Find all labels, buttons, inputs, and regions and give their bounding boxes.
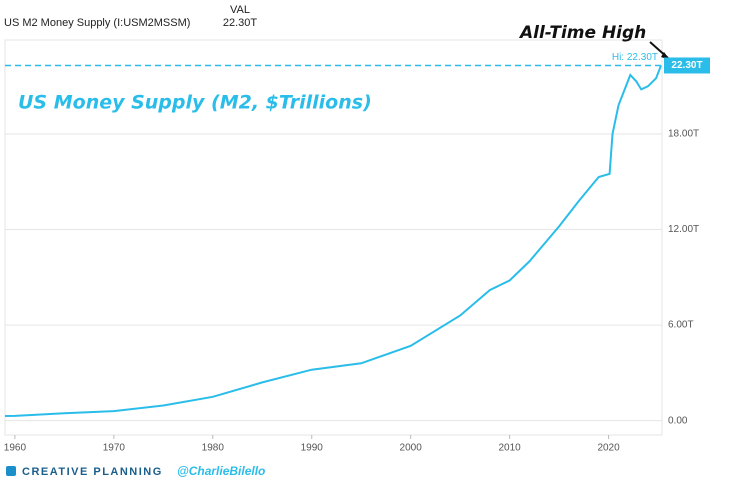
brand-logo xyxy=(6,466,16,476)
last-value-label: 22.30T xyxy=(671,60,702,71)
x-tick-label: 1960 xyxy=(4,443,27,454)
x-tick-label: 2020 xyxy=(597,443,620,454)
plot-frame xyxy=(4,39,663,436)
x-tick-label: 1990 xyxy=(301,443,324,454)
y-tick-label: 12.00T xyxy=(668,224,699,235)
x-tick-label: 2000 xyxy=(400,443,423,454)
x-tick-label: 1970 xyxy=(103,443,126,454)
footer-handle: @CharlieBilello xyxy=(177,464,265,478)
footer-brand: CREATIVE PLANNING xyxy=(22,466,163,478)
last-value-box xyxy=(664,57,710,74)
header-col-label: VAL xyxy=(230,4,250,16)
header-title: US M2 Money Supply (I:USM2MSSM) xyxy=(4,17,190,29)
y-tick-label: 18.00T xyxy=(668,129,699,140)
high-label: Hi: 22.30T xyxy=(612,52,658,63)
y-tick-label: 6.00T xyxy=(668,320,694,331)
header-col-value: 22.30T xyxy=(223,17,258,29)
chart-subtitle: US Money Supply (M2, $Trillions) xyxy=(18,92,372,114)
x-tick-label: 2010 xyxy=(498,443,521,454)
annotation: All-Time High xyxy=(518,23,646,43)
x-tick-label: 1980 xyxy=(202,443,225,454)
data-line xyxy=(4,65,662,417)
y-tick-label: 0.00 xyxy=(668,415,688,426)
